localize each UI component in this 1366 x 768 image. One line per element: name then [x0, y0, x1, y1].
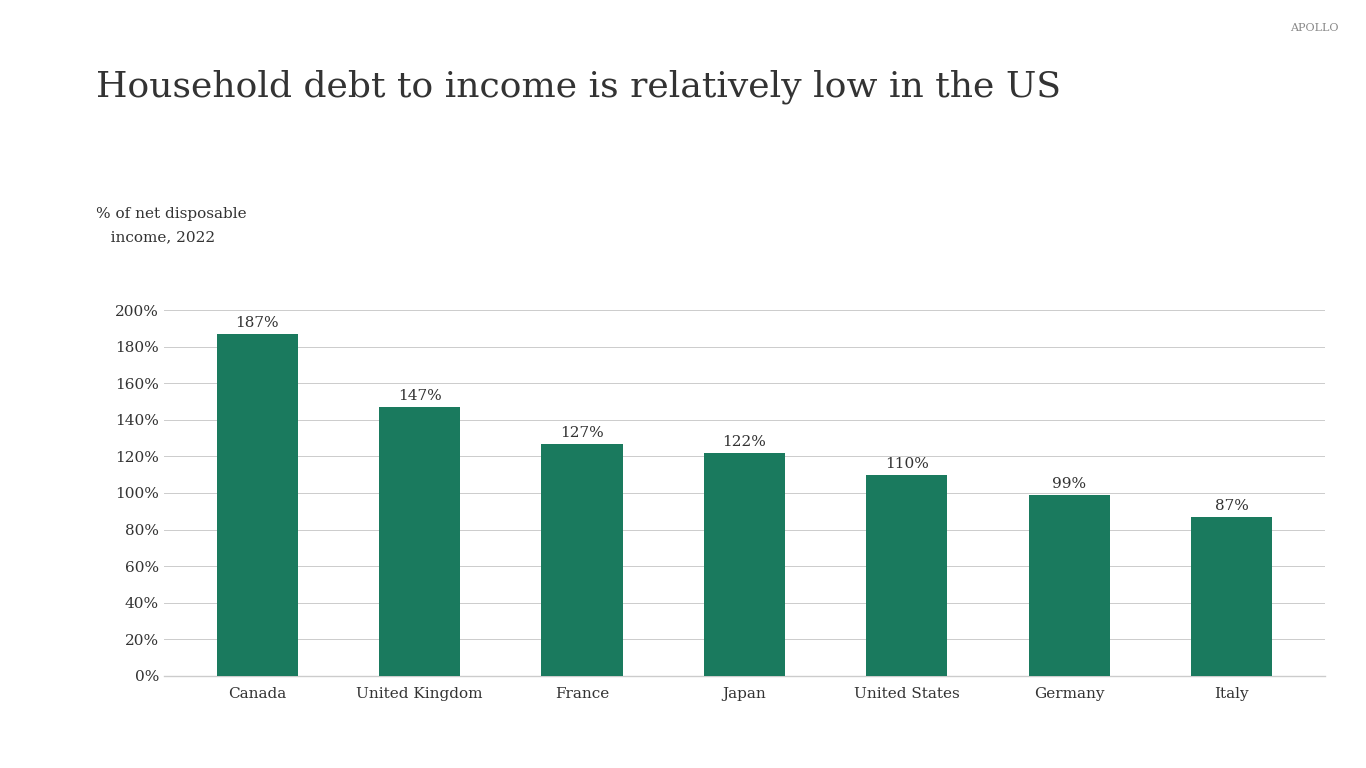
Text: 127%: 127%	[560, 426, 604, 440]
Text: 87%: 87%	[1214, 499, 1249, 513]
Text: 99%: 99%	[1052, 477, 1086, 492]
Bar	[1191, 517, 1272, 676]
Bar	[380, 407, 460, 676]
Bar	[217, 334, 298, 676]
Text: Household debt to income is relatively low in the US: Household debt to income is relatively l…	[96, 69, 1060, 104]
Bar	[1029, 495, 1109, 676]
Bar	[703, 453, 785, 676]
Text: income, 2022: income, 2022	[96, 230, 214, 244]
Bar	[866, 475, 948, 676]
Text: 187%: 187%	[235, 316, 279, 330]
Text: % of net disposable: % of net disposable	[96, 207, 246, 221]
Text: 147%: 147%	[398, 389, 441, 403]
Text: APOLLO: APOLLO	[1290, 23, 1339, 33]
Bar	[541, 444, 623, 676]
Text: 110%: 110%	[885, 457, 929, 471]
Text: 122%: 122%	[723, 435, 766, 449]
